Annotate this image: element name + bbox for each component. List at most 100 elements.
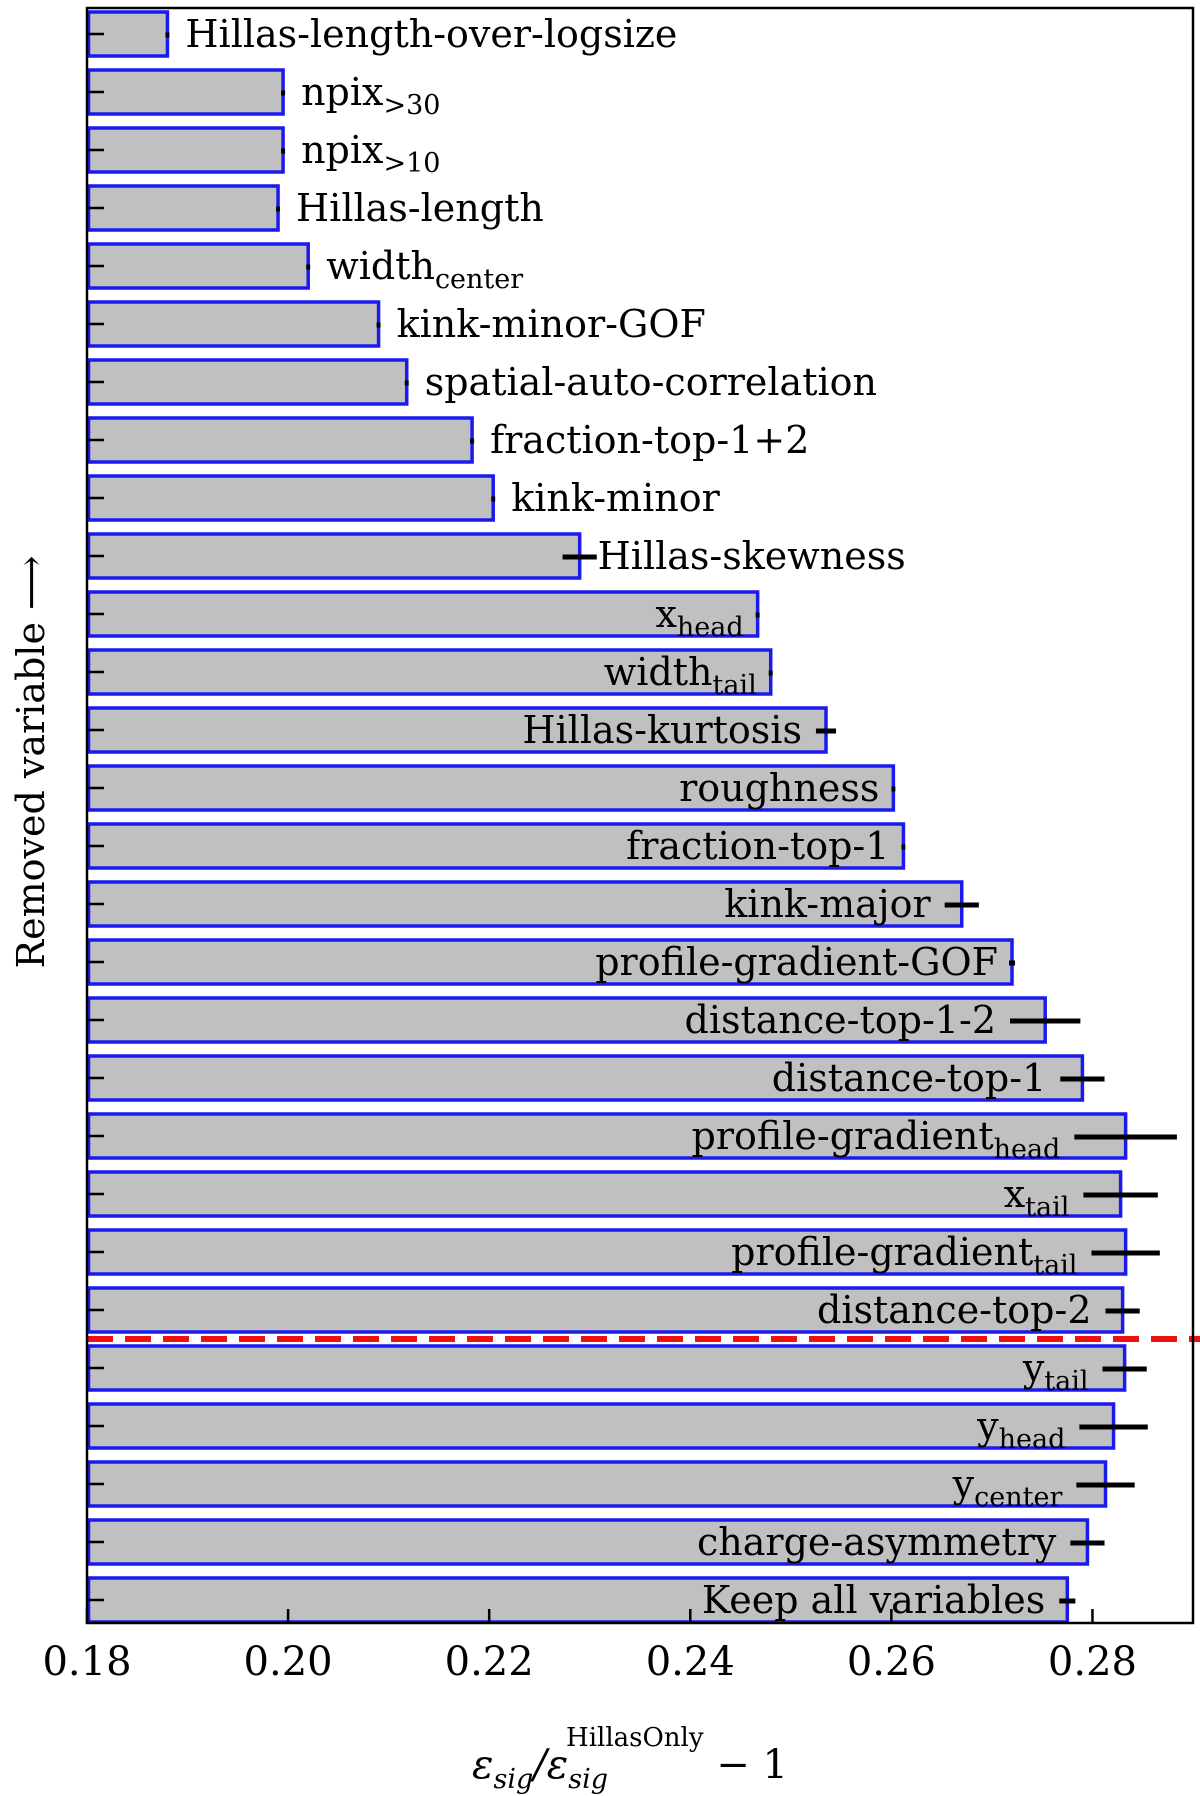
bar-label-text: width xyxy=(326,244,435,288)
x-axis-label: εsig/εsigHillasOnly − 1 xyxy=(472,1723,788,1795)
bar-label: kink-minor-GOF xyxy=(397,302,706,346)
bar-label-subscript: center xyxy=(974,1482,1062,1513)
bar-label-text: profile-gradient-GOF xyxy=(595,940,998,984)
bar-label: Hillas-skewness xyxy=(598,534,906,578)
bar-label: xhead xyxy=(655,592,743,643)
bar-label: charge-asymmetry xyxy=(697,1520,1057,1564)
bar-label-text: profile-gradient xyxy=(731,1230,1033,1274)
y-axis-label: Removed variable ⟶ xyxy=(9,556,53,969)
bar-label-text: roughness xyxy=(679,766,879,810)
bar-label-subscript: >10 xyxy=(383,148,440,179)
bar-label-subscript: >30 xyxy=(383,90,440,121)
bar-label: ycenter xyxy=(952,1462,1063,1513)
bar-label-text: charge-asymmetry xyxy=(697,1520,1057,1564)
bar-label-text: Hillas-kurtosis xyxy=(522,708,802,752)
bar xyxy=(86,1228,1128,1276)
bar-label: npix>30 xyxy=(301,70,440,121)
bar-label-text: kink-minor xyxy=(511,476,720,520)
bar-label: yhead xyxy=(976,1404,1065,1455)
bar-label-text: distance-top-1 xyxy=(772,1056,1046,1100)
x-tick-label: 0.28 xyxy=(1048,1639,1137,1685)
bars-layer xyxy=(86,10,1177,1624)
bar xyxy=(86,474,495,522)
bar-label-text: Hillas-length xyxy=(296,186,544,230)
x-tick-label: 0.22 xyxy=(445,1639,534,1685)
bar xyxy=(86,184,280,232)
bar-label-text: x xyxy=(1004,1172,1025,1216)
bar-label: distance-top-1 xyxy=(772,1056,1046,1100)
bar xyxy=(86,880,964,928)
bar xyxy=(86,416,474,464)
bar-label-subscript: head xyxy=(999,1424,1066,1455)
bar xyxy=(86,68,285,116)
bar-label-subscript: tail xyxy=(1044,1366,1088,1397)
bar xyxy=(86,1170,1123,1218)
bar-label-text: fraction-top-1+2 xyxy=(490,418,809,462)
x-axis-label-sub2: sig xyxy=(568,1764,608,1795)
bar xyxy=(86,1402,1116,1450)
tick-layer: 0.18 0.20 0.22 0.24 0.26 0.28 xyxy=(42,32,1137,1685)
bar-label: fraction-top-1 xyxy=(626,824,889,868)
bar-label-text: distance-top-1-2 xyxy=(685,998,997,1042)
bar-label: widthtail xyxy=(604,650,757,701)
bar-label: xtail xyxy=(1004,1172,1070,1223)
bar-labels-layer: Hillas-length-over-logsize npix>30 npix>10… xyxy=(185,12,1091,1622)
bar xyxy=(86,1344,1127,1392)
bar-label: roughness xyxy=(679,766,879,810)
x-tick-label: 0.20 xyxy=(244,1639,333,1685)
bar-label: profile-gradienttail xyxy=(731,1230,1077,1281)
bar-label-text: kink-major xyxy=(724,882,931,926)
x-tick-label: 0.26 xyxy=(847,1639,936,1685)
bar xyxy=(86,242,310,290)
bar-label: widthcenter xyxy=(326,244,523,295)
bar xyxy=(86,532,582,580)
bar-label-subscript: tail xyxy=(1033,1250,1077,1281)
bar-label: profile-gradienthead xyxy=(692,1114,1061,1165)
bar-label-text: fraction-top-1 xyxy=(626,824,889,868)
bar xyxy=(86,358,409,406)
bar-label: ytail xyxy=(1022,1346,1089,1397)
bar-label-text: Hillas-skewness xyxy=(598,534,906,578)
bar-label: npix>10 xyxy=(301,128,440,179)
x-axis-label-eps: ε xyxy=(472,1742,493,1788)
bar-label: kink-minor xyxy=(511,476,720,520)
x-axis-label-mid: /ε xyxy=(529,1742,568,1788)
plot-frame xyxy=(85,6,1195,1625)
bar-label-text: y xyxy=(952,1462,975,1506)
x-axis-label-tail: − 1 xyxy=(704,1742,788,1788)
bar-label: Hillas-length xyxy=(296,186,544,230)
bar xyxy=(86,126,285,174)
bar-label-subscript: tail xyxy=(1025,1192,1069,1223)
bar xyxy=(86,996,1047,1044)
bar-label: spatial-auto-correlation xyxy=(425,360,877,404)
x-axis-label-sup: HillasOnly xyxy=(566,1723,704,1753)
bar-label: kink-major xyxy=(724,882,931,926)
x-tick-label: 0.18 xyxy=(42,1639,131,1685)
bar-label-text: Keep all variables xyxy=(702,1578,1045,1622)
bar-label-text: y xyxy=(976,1404,999,1448)
bar-label-subscript: head xyxy=(677,612,744,643)
bar-label: fraction-top-1+2 xyxy=(490,418,809,462)
bar-label-text: y xyxy=(1022,1346,1045,1390)
x-axis-label-sub1: sig xyxy=(494,1764,534,1795)
bar-label: Hillas-kurtosis xyxy=(522,708,802,752)
bar-label-text: npix xyxy=(301,128,383,172)
bar-label-text: spatial-auto-correlation xyxy=(425,360,877,404)
bar-label-text: x xyxy=(655,592,676,636)
bar-label: profile-gradient-GOF xyxy=(595,940,998,984)
bar-label: distance-top-2 xyxy=(817,1288,1091,1332)
bar-label-text: width xyxy=(604,650,713,694)
bar xyxy=(86,1460,1108,1508)
bar xyxy=(86,300,381,348)
bar-label-text: kink-minor-GOF xyxy=(397,302,706,346)
bar-label-text: profile-gradient xyxy=(692,1114,994,1158)
bar-label: Hillas-length-over-logsize xyxy=(185,12,677,56)
bar-label-subscript: tail xyxy=(712,670,756,701)
bar-label-text: Hillas-length-over-logsize xyxy=(185,12,677,56)
bar-label-subscript: head xyxy=(994,1134,1061,1165)
bar xyxy=(86,706,828,754)
bar-label: distance-top-1-2 xyxy=(685,998,997,1042)
bar-label: Keep all variables xyxy=(702,1578,1045,1622)
x-tick-label: 0.24 xyxy=(646,1639,735,1685)
